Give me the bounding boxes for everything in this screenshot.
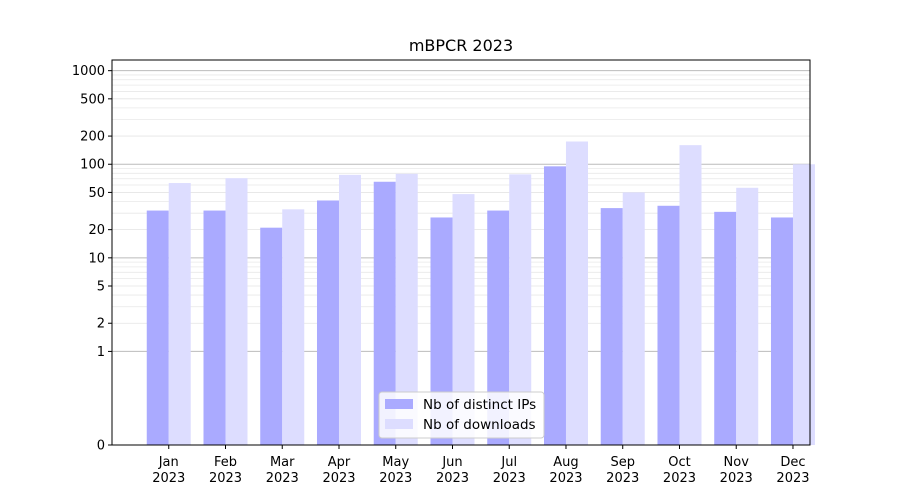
x-tick-label: Feb 2023 [209,455,242,486]
bar-downloads [565,141,588,445]
bar-downloads [338,174,361,445]
x-tick-label: Aug 2023 [549,455,582,486]
x-tick-label: Mar 2023 [266,455,299,486]
x-tick-label: Nov 2023 [720,455,753,486]
y-tick-label: 50 [88,186,105,201]
bar-distinct-ips [487,210,510,445]
y-tick-label: 500 [80,92,105,107]
bar-distinct-ips [203,210,226,445]
bar-downloads [736,187,759,445]
x-tick-label: Apr 2023 [322,455,355,486]
bar-downloads [792,164,815,445]
y-tick-label: 0 [97,439,105,454]
legend-swatch [385,399,413,409]
chart-title: mBPCR 2023 [409,36,513,55]
x-axis-ticks: Jan 2023 Feb 2023 Mar 2023 Apr 2023 May 2023 Jun 20… [152,445,810,486]
bar-distinct-ips [657,205,680,445]
bar-distinct-ips [430,217,453,445]
y-tick-label: 10 [88,251,105,266]
y-axis-ticks: 0 1 2 5 10 20 50 100 200 500 1000 [72,64,112,454]
bar-distinct-ips [316,200,339,445]
legend: Nb of distinct IPs Nb of downloads [378,391,545,439]
x-tick-label: Jan 2023 [152,455,185,486]
y-tick-label: 200 [80,130,105,145]
bar-distinct-ips [373,181,396,446]
bars [146,141,815,446]
y-tick-label: 2 [97,317,105,332]
y-tick-label: 1000 [72,64,105,79]
y-tick-label: 1 [97,345,105,360]
legend-box [378,391,545,439]
bar-distinct-ips [543,166,566,445]
x-tick-label: Jun 2023 [436,455,469,486]
legend-label: Nb of downloads [423,417,536,433]
x-tick-label: Dec 2023 [776,455,809,486]
bar-downloads [509,174,532,445]
y-tick-label: 20 [88,223,105,238]
bar-distinct-ips [714,211,737,445]
bar-distinct-ips [770,217,793,445]
bar-distinct-ips [146,210,169,445]
x-tick-label: May 2023 [379,455,412,486]
bar-distinct-ips [260,227,283,445]
bar-downloads [395,173,418,446]
x-tick-label: Jul 2023 [493,455,526,486]
bar-downloads [225,178,248,445]
y-tick-label: 5 [97,280,105,295]
bar-downloads [168,183,191,446]
legend-swatch [385,419,413,429]
legend-label: Nb of distinct IPs [423,397,536,413]
y-tick-label: 100 [80,158,105,173]
plot-frame [111,59,811,446]
bar-downloads [679,145,702,445]
bar-downloads [452,194,475,445]
bar-downloads [282,209,305,445]
x-tick-label: Sep 2023 [606,455,639,486]
x-tick-label: Oct 2023 [663,455,696,486]
bar-distinct-ips [600,208,623,445]
bar-downloads [622,192,645,445]
